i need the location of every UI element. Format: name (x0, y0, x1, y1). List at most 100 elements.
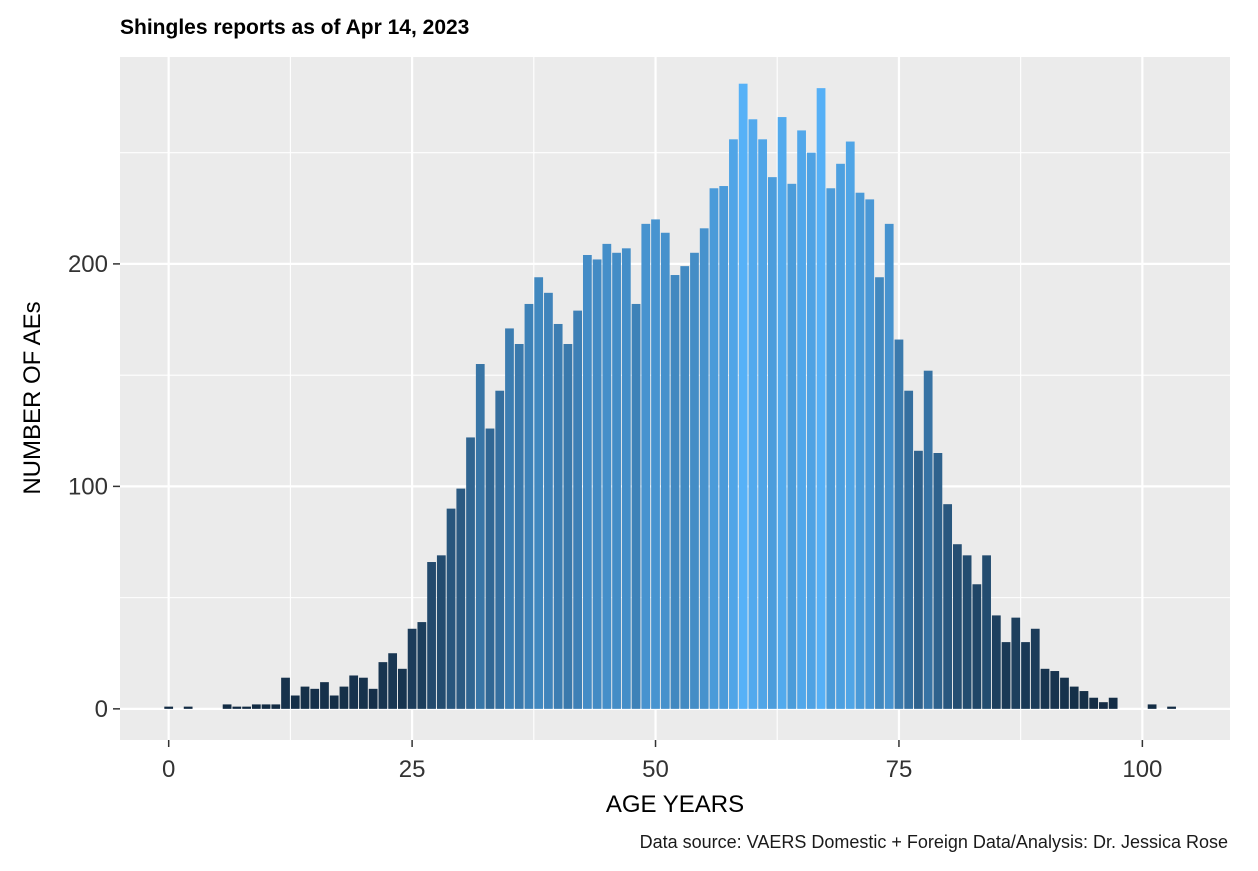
y-axis-label: NUMBER OF AEs (19, 301, 46, 494)
bar (573, 310, 583, 709)
bar (446, 508, 456, 709)
bar (368, 688, 378, 709)
bar (719, 186, 729, 709)
bar (962, 555, 972, 709)
bar (553, 323, 563, 709)
chart-title: Shingles reports as of Apr 14, 2023 (120, 16, 470, 39)
bar (923, 370, 933, 709)
bar (271, 704, 281, 709)
bar (407, 628, 417, 709)
bar (1147, 704, 1157, 709)
x-tick-label: 50 (642, 756, 669, 783)
bar (904, 390, 914, 709)
bar (544, 292, 553, 709)
bar (738, 83, 748, 709)
bar (845, 141, 855, 709)
bar (660, 232, 670, 709)
bar (972, 584, 982, 709)
bar (865, 199, 875, 709)
bar (359, 677, 368, 709)
bar (826, 188, 836, 709)
bar (884, 223, 894, 709)
x-axis: 0 25 50 75 100 (162, 740, 1162, 783)
bar (466, 437, 475, 709)
y-axis: 0 100 200 (68, 251, 120, 723)
bar (563, 343, 573, 709)
bar (281, 677, 290, 709)
bar (456, 488, 466, 709)
bar (582, 255, 592, 709)
bar (592, 259, 602, 709)
bar (680, 266, 690, 709)
bar (495, 390, 505, 709)
bar (524, 303, 534, 709)
bar (505, 328, 514, 709)
bar (514, 343, 524, 709)
x-tick-label: 100 (1122, 756, 1162, 783)
bar (894, 339, 904, 709)
bar (855, 192, 865, 709)
bar (651, 219, 660, 709)
bar (485, 428, 495, 709)
bar (310, 688, 320, 709)
bar (232, 706, 242, 709)
bars (164, 83, 1176, 709)
bar (1167, 706, 1176, 709)
bar (1108, 697, 1118, 709)
bar (242, 706, 251, 709)
bar (417, 622, 427, 709)
bar (1030, 628, 1040, 709)
bar (1089, 697, 1099, 709)
bar (991, 615, 1001, 709)
bar (758, 139, 768, 709)
bar (816, 88, 826, 709)
x-tick-label: 25 (399, 756, 426, 783)
x-tick-label: 0 (162, 756, 175, 783)
bar (1050, 671, 1060, 709)
bar (320, 682, 329, 709)
y-tick-label: 0 (95, 696, 108, 723)
bar (621, 248, 631, 709)
bar (709, 188, 719, 709)
x-axis-label: AGE YEARS (606, 791, 744, 818)
bar (806, 152, 816, 709)
bar (836, 163, 845, 709)
bar (612, 252, 621, 709)
bar (222, 704, 232, 709)
bar (1079, 691, 1089, 709)
bar (670, 275, 680, 709)
data-source-caption: Data source: VAERS Domestic + Foreign Da… (639, 832, 1228, 852)
bar (748, 119, 758, 709)
bar (300, 686, 310, 709)
bar (1040, 668, 1050, 709)
bar (475, 364, 485, 709)
bar (290, 695, 300, 709)
bar (641, 223, 651, 709)
bar (952, 544, 962, 709)
bar (699, 228, 709, 709)
x-tick-label: 75 (886, 756, 913, 783)
bar (1099, 702, 1108, 709)
bar (933, 453, 943, 709)
y-tick-label: 100 (68, 473, 108, 500)
bar (397, 668, 407, 709)
bar (875, 277, 884, 709)
bar (329, 695, 339, 709)
bar (729, 139, 738, 709)
bar (427, 562, 436, 709)
bar (349, 675, 359, 709)
bar (1021, 642, 1030, 709)
bar (690, 252, 699, 709)
bar (797, 130, 806, 709)
bar (1069, 686, 1079, 709)
bar (378, 662, 388, 709)
bar (943, 504, 953, 709)
y-tick-label: 200 (68, 251, 108, 278)
bar (261, 704, 271, 709)
bar (164, 706, 174, 709)
bar (631, 303, 641, 709)
bar (339, 686, 349, 709)
bar (1060, 677, 1069, 709)
